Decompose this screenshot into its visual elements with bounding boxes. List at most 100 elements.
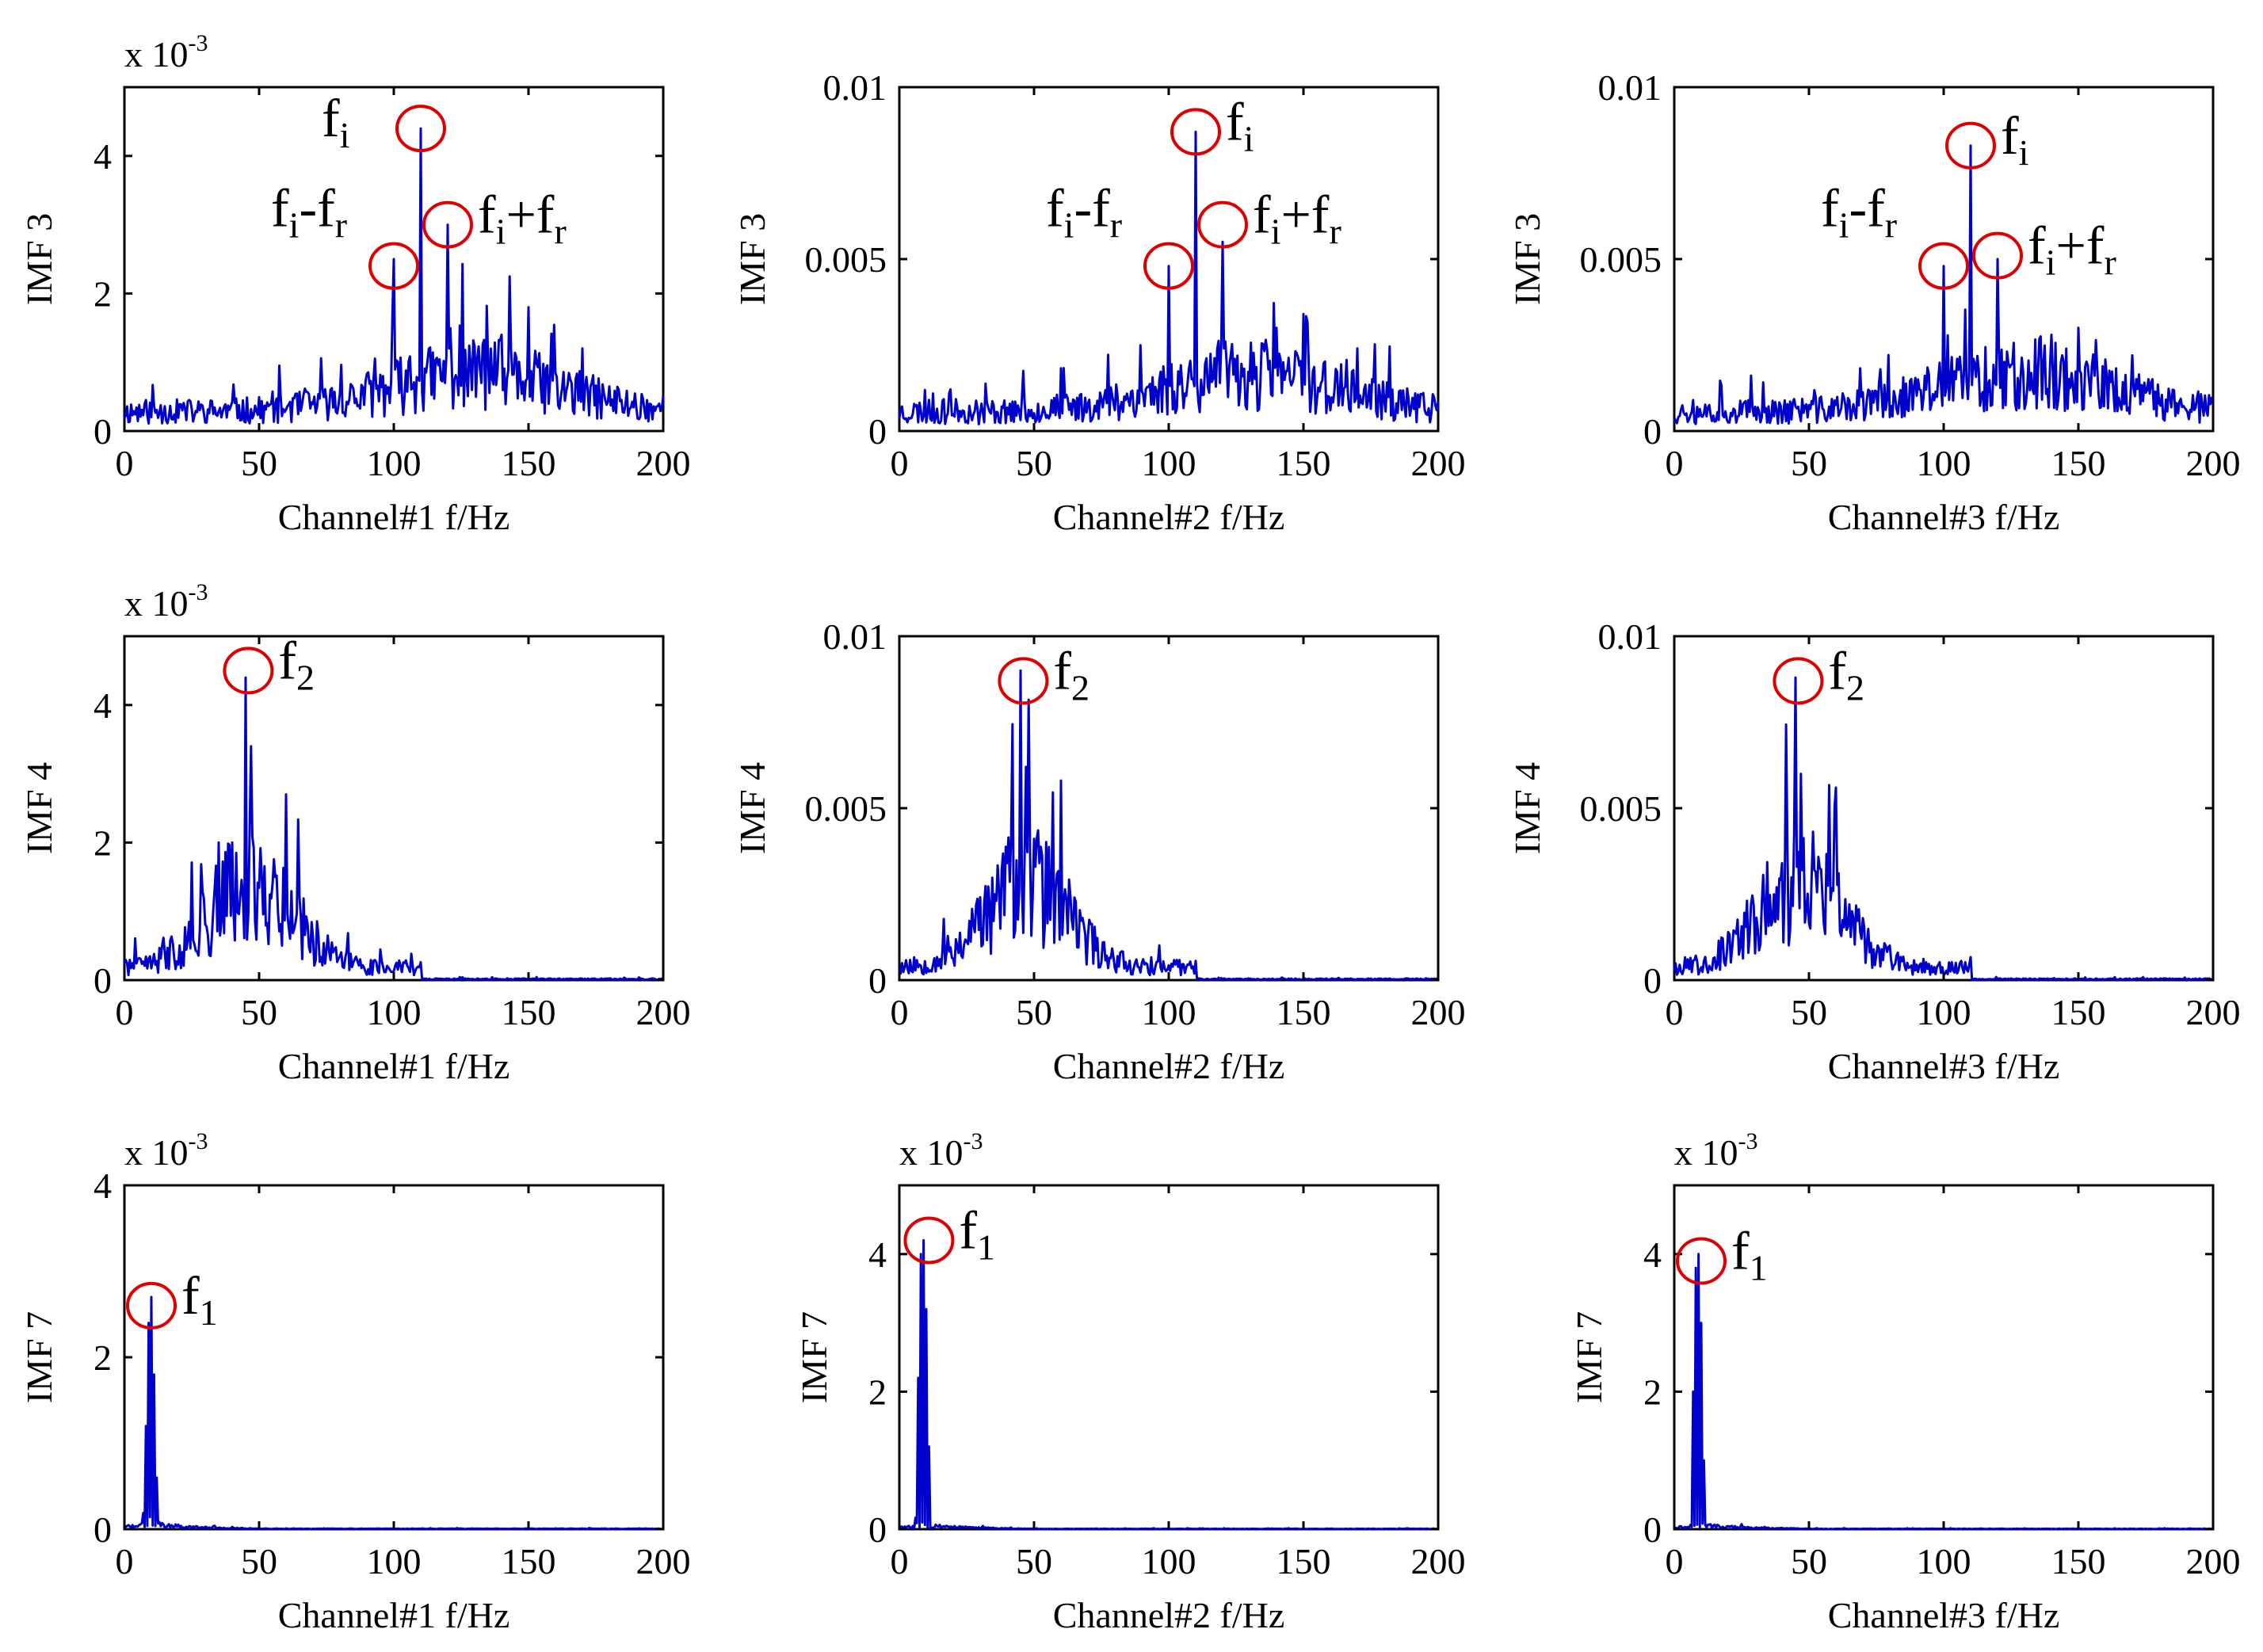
chart-3-1-xaxis-label: Channel#1 f/Hz <box>278 1595 510 1635</box>
chart-2-1-ytick-label: 2 <box>93 822 112 863</box>
chart-1-2-ytick-label: 0.005 <box>805 239 887 280</box>
chart-3-3-xtick-label: 100 <box>1917 1541 1971 1581</box>
chart-1-1-peak-marker <box>422 200 473 249</box>
chart-2-2-yaxis-label: IMF 4 <box>732 762 773 854</box>
chart-1-1: 0 50 100 150 200 0 2 4 x 10-3 Channel#1 f/Hz IMF 3… <box>19 30 691 537</box>
chart-1-2-peak-label-part: r <box>1110 205 1122 246</box>
chart-3-3-xaxis-label: Channel#3 f/Hz <box>1828 1595 2060 1635</box>
chart-1-3-peak-label-part: f <box>2001 105 2019 166</box>
chart-3-3-peak-label-part: 1 <box>1750 1247 1768 1288</box>
chart-2-2-ytick-label: 0 <box>868 960 887 1001</box>
chart-3-1-peak-label-part: f <box>181 1265 200 1326</box>
chart-2-1-ytick-label: 4 <box>93 685 112 726</box>
chart-3-2-peak-label-part: f <box>959 1200 977 1260</box>
chart-1-2-peak-label-part: f <box>1226 91 1244 151</box>
chart-2-3-peak-label-part: 2 <box>1846 667 1864 708</box>
chart-3-1-ytick-label: 4 <box>93 1166 112 1206</box>
chart-1-3-ytick-label: 0.01 <box>1598 67 1662 108</box>
chart-1-2-peak-label-part: +f <box>1280 185 1329 245</box>
chart-2-1-peak-label: f2 <box>278 630 315 697</box>
chart-1-3-spectrum-line <box>1673 144 2214 425</box>
chart-2-2-xtick-label: 200 <box>1411 992 1466 1032</box>
chart-2-3-ytick-label: 0 <box>1643 960 1662 1001</box>
chart-1-3-yaxis-label: IMF 3 <box>1507 213 1547 305</box>
chart-3-3-yaxis-label: IMF 7 <box>1569 1311 1609 1403</box>
chart-1-3: 0 50 100 150 200 0 0.005 0.01 Channel#3 f/Hz IMF … <box>1507 67 2241 537</box>
chart-1-1-ytick-label: 2 <box>93 273 112 314</box>
chart-2-2-xtick-label: 100 <box>1142 992 1196 1032</box>
chart-1-1-peak-label-part: r <box>554 212 566 252</box>
chart-2-1: 0 50 100 150 200 0 2 4 x 10-3 Channel#1 f/Hz IMF 4… <box>19 579 691 1086</box>
chart-2-1-exponent-label: x 10-3 <box>124 579 208 624</box>
chart-1-2-peak-label: fi <box>1226 91 1254 158</box>
chart-2-2-xaxis-label: Channel#2 f/Hz <box>1053 1046 1285 1086</box>
chart-1-2-peak-label-part: f <box>1253 185 1271 245</box>
chart-1-1-peak-label-part: i <box>340 115 350 155</box>
chart-1-2-xtick-label: 0 <box>891 443 909 483</box>
chart-1-1-peak-label-part: +f <box>506 185 554 245</box>
chart-2-3-xtick-label: 100 <box>1917 992 1971 1032</box>
chart-1-2: 0 50 100 150 200 0 0.005 0.01 Channel#2 f/Hz IMF … <box>732 67 1466 537</box>
chart-1-1-exponent-power: -3 <box>189 30 208 56</box>
chart-3-2-exponent-base: x 10 <box>899 1132 964 1173</box>
chart-3-3-exponent-label: x 10-3 <box>1674 1128 1758 1173</box>
chart-2-2-ytick-label: 0.01 <box>823 616 887 657</box>
chart-1-1-xtick-label: 200 <box>636 443 691 483</box>
chart-2-3-xtick-label: 50 <box>1791 992 1827 1032</box>
chart-3-2-xaxis-label: Channel#2 f/Hz <box>1053 1595 1285 1635</box>
chart-3-3-plot-frame <box>1673 1184 2215 1531</box>
chart-1-1-exponent-label: x 10-3 <box>124 30 208 74</box>
chart-2-1-exponent-power: -3 <box>189 579 208 605</box>
chart-1-2-peak-label-part: i <box>1244 118 1254 158</box>
chart-2-1-exponent-base: x 10 <box>124 583 189 624</box>
chart-2-3-peak-label: f2 <box>1828 640 1864 708</box>
chart-3-3-exponent-base: x 10 <box>1674 1132 1738 1173</box>
chart-1-1-peak-label-part: f <box>322 88 340 148</box>
chart-1-3-peak-label-part: r <box>1885 205 1897 246</box>
chart-2-3-xtick-label: 150 <box>2051 992 2106 1032</box>
chart-1-2-peak-label-part: -f <box>1074 178 1110 238</box>
chart-3-3-xtick-label: 150 <box>2051 1541 2106 1581</box>
chart-3-1-exponent-base: x 10 <box>124 1132 189 1173</box>
chart-1-3-xtick-label: 0 <box>1666 443 1684 483</box>
chart-3-3-peak-marker <box>1676 1237 1727 1285</box>
chart-3-1-peak-label-part: 1 <box>200 1292 218 1333</box>
chart-1-1-peak-marker <box>368 242 419 290</box>
chart-1-3-peak-label-part: r <box>2104 242 2116 283</box>
chart-1-2-peak-label-part: i <box>1271 212 1281 252</box>
chart-3-2-xtick-label: 0 <box>891 1541 909 1581</box>
chart-3-3: 0 50 100 150 200 0 2 4 x 10-3 Channel#3 f/Hz IMF 7… <box>1569 1128 2241 1635</box>
chart-2-3-yaxis-label: IMF 4 <box>1507 762 1547 854</box>
chart-1-1-peak-label-part: i <box>289 205 300 246</box>
chart-2-1-xtick-label: 200 <box>636 992 691 1032</box>
chart-1-3-peak-label: fi-fr <box>1821 178 1897 246</box>
chart-1-1-peak-label: fi <box>322 88 349 155</box>
chart-3-2-exponent-label: x 10-3 <box>899 1128 983 1173</box>
chart-1-1-peak-label: fi+fr <box>478 185 567 252</box>
chart-3-1-xtick-label: 200 <box>636 1541 691 1581</box>
chart-3-1-xtick-label: 150 <box>502 1541 556 1581</box>
chart-2-2-peak-label-part: f <box>1053 640 1071 700</box>
chart-2-1-xtick-label: 50 <box>241 992 277 1032</box>
chart-1-3-peak-label-part: +f <box>2055 216 2104 276</box>
chart-3-3-peak-label: f1 <box>1731 1220 1768 1288</box>
chart-3-2-ytick-label: 0 <box>868 1509 887 1550</box>
chart-3-1-plot-frame <box>123 1184 665 1531</box>
chart-1-1-peak-label-part: -f <box>299 178 335 238</box>
chart-2-1-xaxis-label: Channel#1 f/Hz <box>278 1046 510 1086</box>
chart-2-1-yaxis-label: IMF 4 <box>19 762 59 854</box>
chart-3-1-peak-label: f1 <box>181 1265 218 1333</box>
chart-2-1-spectrum-line <box>123 676 664 981</box>
chart-1-3-peak-marker <box>1945 121 1996 170</box>
chart-1-1-peak-label-part: f <box>271 178 289 238</box>
chart-2-3-peak-label-part: f <box>1828 640 1846 700</box>
chart-1-2-xtick-label: 50 <box>1016 443 1052 483</box>
chart-1-2-ytick-label: 0 <box>868 411 887 452</box>
chart-1-2-peak-label-part: r <box>1329 212 1341 252</box>
chart-3-1-xtick-label: 100 <box>367 1541 422 1581</box>
chart-2-3: 0 50 100 150 200 0 0.005 0.01 Channel#3 f/Hz IMF … <box>1507 616 2241 1086</box>
chart-1-1-exponent-base: x 10 <box>124 34 189 74</box>
chart-1-1-xaxis-label: Channel#1 f/Hz <box>278 497 510 537</box>
chart-3-3-exponent-power: -3 <box>1738 1128 1758 1154</box>
